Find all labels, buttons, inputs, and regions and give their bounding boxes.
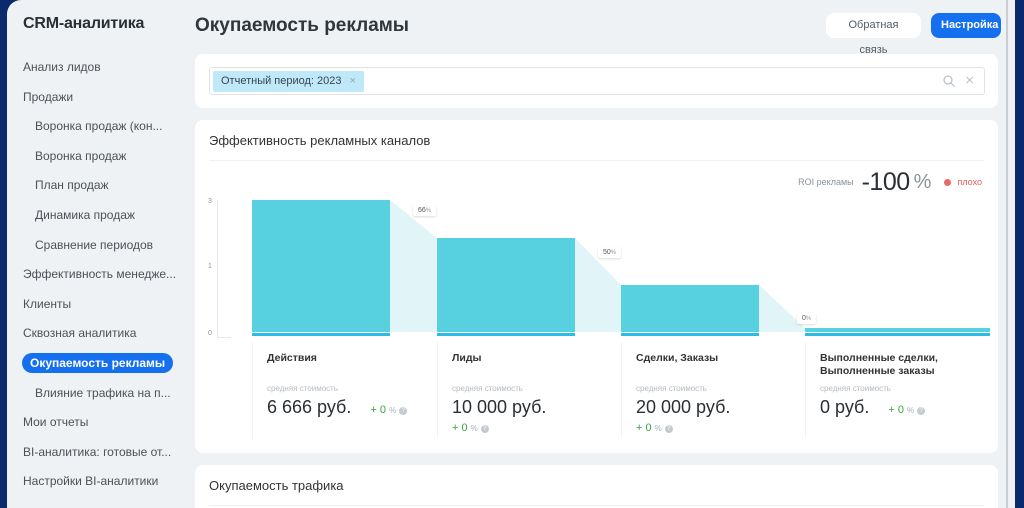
stage-value: 10 000 руб. (452, 397, 547, 417)
sidebar-item-bi-ready-reports[interactable]: BI-аналитика: готовые от... (23, 444, 172, 459)
sidebar-item-traffic-influence[interactable]: Влияние трафика на п... (35, 385, 171, 400)
sidebar-item-lead-analysis[interactable]: Анализ лидов (23, 60, 101, 74)
card-title: Эффективность рекламных каналов (209, 133, 431, 148)
help-icon[interactable]: ? (480, 425, 489, 433)
app-brand: CRM-аналитика (23, 15, 145, 32)
sidebar-item-period-comparison[interactable]: Сравнение периодов (35, 237, 154, 252)
help-icon[interactable]: ? (664, 425, 673, 433)
stage-delta: + 0 %? (888, 404, 926, 416)
chip-remove-icon[interactable]: × (349, 75, 356, 87)
stage-value: 20 000 руб. (636, 397, 731, 417)
stage-subtitle: средняя стоимость (636, 384, 707, 393)
stage-subtitle: средняя стоимость (452, 384, 523, 393)
funnel-bar-base (437, 333, 575, 336)
funnel-chart: 3 1 0 66% 50% 0% (195, 190, 998, 350)
stage-subtitle: средняя стоимость (267, 384, 338, 393)
sidebar-item-end-to-end-analytics[interactable]: Сквозная аналитика (23, 326, 137, 341)
roi-status: плохо (957, 177, 982, 187)
divider (209, 505, 984, 506)
y-axis (217, 200, 218, 338)
sidebar-item-sales-funnel-conv[interactable]: Воронка продаж (кон... (35, 119, 163, 134)
help-icon[interactable]: ? (917, 407, 926, 415)
funnel-bar-deals[interactable] (621, 285, 759, 332)
stage-name: Лиды (452, 352, 482, 364)
sidebar-nav: Анализ лидов Продажи Воронка продаж (кон… (7, 53, 187, 497)
roi-unit: % (913, 170, 932, 193)
sidebar-item-clients[interactable]: Клиенты (23, 296, 72, 311)
sidebar-item-sales[interactable]: Продажи (23, 89, 74, 104)
stage-deals: Сделки, Заказы средняя стоимость 20 000 … (621, 342, 805, 438)
help-icon[interactable]: ? (399, 407, 408, 415)
filter-chip-period[interactable]: Отчетный период: 2023 × (213, 71, 364, 92)
funnel-connectors (390, 200, 805, 332)
roi-summary: ROI рекламы -100 % плохо (798, 168, 982, 196)
roi-value: -100 (861, 167, 911, 196)
funnel-bar-completed[interactable] (805, 328, 990, 332)
search-icon[interactable] (942, 74, 956, 88)
stage-name: Выполненные сделки, Выполненные заказы (820, 352, 938, 377)
sidebar-item-ad-payback-label: Окупаемость рекламы (22, 352, 174, 373)
x-axis-stub (217, 337, 231, 338)
sidebar-item-my-reports[interactable]: Мои отчеты (23, 415, 89, 430)
traffic-payback-card: Окупаемость трафика (195, 465, 998, 508)
settings-button[interactable]: Настройка (931, 13, 1001, 38)
stage-delta: + 0 %? (636, 422, 673, 434)
funnel-bar-actions[interactable] (252, 200, 390, 332)
filter-panel: Отчетный период: 2023 × × (195, 54, 998, 108)
stage-completed: Выполненные сделки, Выполненные заказы с… (805, 342, 990, 438)
divider (209, 160, 984, 161)
y-tick: 1 (208, 263, 212, 270)
y-tick: 0 (208, 330, 212, 337)
conversion-tag: 0% (797, 313, 817, 324)
ad-channel-efficiency-card: Эффективность рекламных каналов ROI рекл… (195, 120, 998, 453)
funnel-bar-base (252, 333, 390, 336)
conversion-tag: 66% (413, 205, 437, 216)
sidebar: CRM-аналитика Анализ лидов Продажи Ворон… (7, 0, 187, 508)
stage-actions: Действия средняя стоимость 6 666 руб. + … (252, 342, 437, 438)
stage-value: 0 руб. + 0 %? (820, 397, 926, 418)
stage-delta: + 0 %? (452, 422, 489, 434)
stage-leads: Лиды средняя стоимость 10 000 руб. + 0 %… (437, 342, 621, 438)
funnel-bar-leads[interactable] (437, 238, 575, 332)
roi-label: ROI рекламы (798, 177, 854, 187)
card-title: Окупаемость трафика (209, 478, 344, 493)
conversion-tag: 50% (598, 247, 622, 258)
clear-filter-icon[interactable]: × (965, 72, 974, 89)
sidebar-item-sales-plan[interactable]: План продаж (35, 178, 109, 193)
y-tick: 3 (208, 198, 212, 205)
sidebar-item-sales-funnel[interactable]: Воронка продаж (35, 148, 127, 163)
scrollbar[interactable] (1006, 0, 1015, 508)
page-title: Окупаемость рекламы (195, 15, 410, 36)
stage-name: Действия (267, 352, 317, 364)
funnel-bar-base (621, 333, 759, 336)
stage-delta: + 0 %? (370, 404, 408, 416)
filter-input[interactable]: Отчетный период: 2023 × × (209, 67, 985, 95)
sidebar-item-ad-payback[interactable]: Окупаемость рекламы (7, 349, 187, 379)
status-dot-icon (944, 178, 952, 186)
stage-name: Сделки, Заказы (636, 352, 719, 364)
app-window: CRM-аналитика Анализ лидов Продажи Ворон… (7, 0, 1015, 508)
sidebar-item-manager-efficiency[interactable]: Эффективность менедже... (23, 267, 177, 282)
funnel-bar-base (805, 333, 990, 336)
stage-subtitle: средняя стоимость (820, 384, 891, 393)
sidebar-item-sales-dynamics[interactable]: Динамика продаж (35, 207, 135, 222)
feedback-button[interactable]: Обратная связь (826, 13, 921, 56)
sidebar-item-bi-settings[interactable]: Настройки BI-аналитики (23, 474, 159, 489)
stage-value: 6 666 руб. + 0 %? (267, 397, 408, 418)
filter-chip-label: Отчетный период: 2023 (221, 75, 342, 87)
